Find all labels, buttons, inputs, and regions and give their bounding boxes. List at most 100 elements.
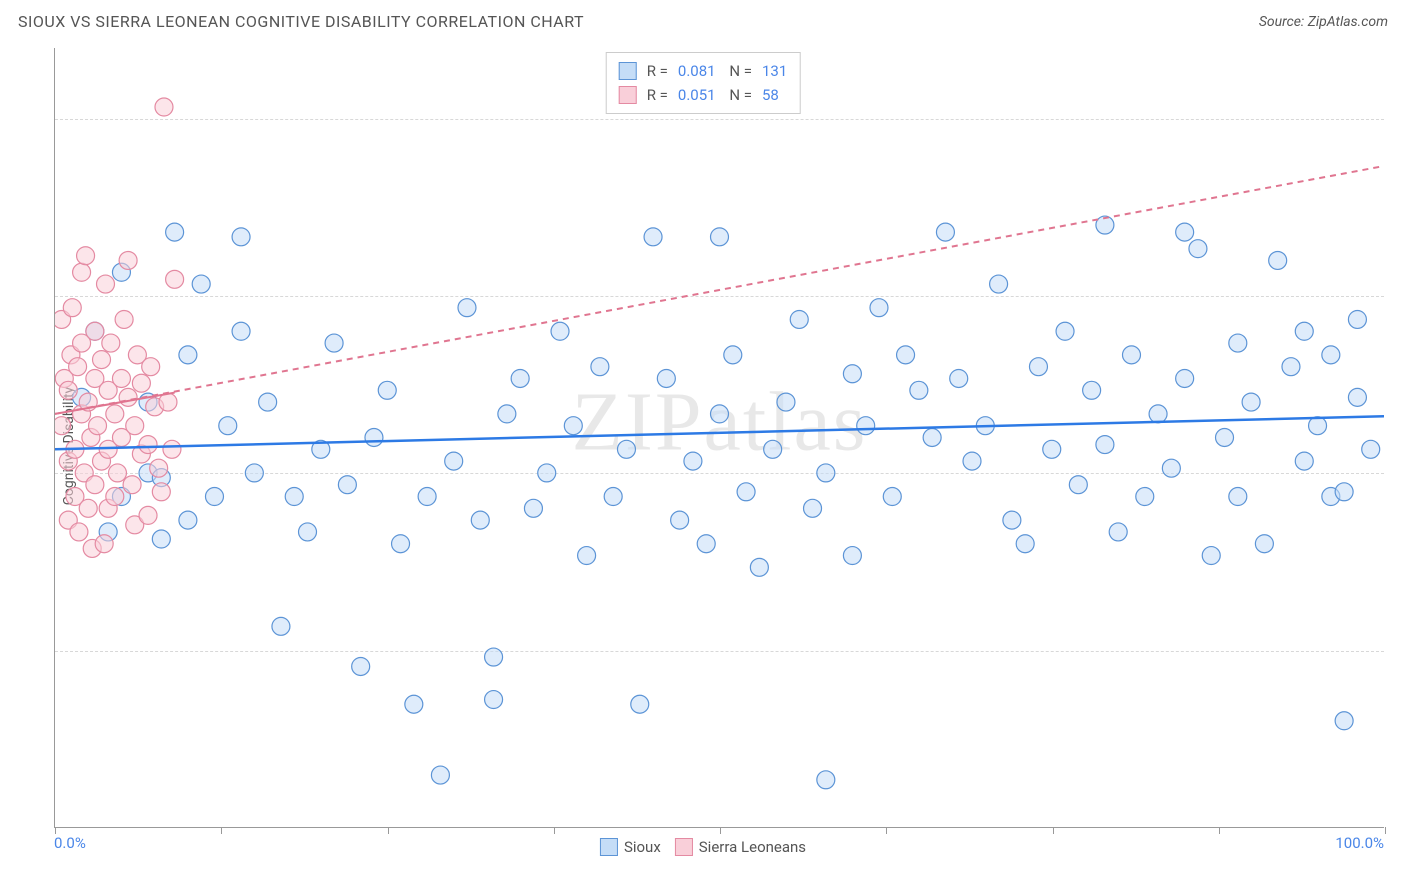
data-point bbox=[1229, 488, 1247, 506]
data-point bbox=[936, 223, 954, 241]
data-point bbox=[697, 535, 715, 553]
data-point bbox=[55, 417, 71, 435]
data-point bbox=[59, 381, 77, 399]
data-point bbox=[1216, 429, 1234, 447]
data-point bbox=[564, 417, 582, 435]
data-point bbox=[152, 530, 170, 548]
data-point bbox=[70, 523, 88, 541]
value-r-sioux: 0.081 bbox=[678, 59, 716, 83]
data-point bbox=[777, 393, 795, 411]
legend-item: Sioux bbox=[600, 838, 661, 856]
data-point bbox=[1043, 440, 1061, 458]
x-tick bbox=[886, 827, 887, 834]
data-point bbox=[139, 506, 157, 524]
data-point bbox=[485, 691, 503, 709]
stats-row-sioux: R = 0.081 N = 131 bbox=[619, 59, 788, 83]
data-point bbox=[1029, 358, 1047, 376]
legend-label: Sioux bbox=[624, 838, 661, 856]
x-tick bbox=[1385, 827, 1386, 834]
plot-area: ZIPatlas 7.5%15.0%22.5%30.0% bbox=[54, 48, 1384, 828]
x-axis-min-label: 0.0% bbox=[54, 834, 86, 852]
x-tick bbox=[55, 827, 56, 834]
data-point bbox=[431, 766, 449, 784]
x-tick bbox=[388, 827, 389, 834]
data-point bbox=[538, 464, 556, 482]
swatch-blue-icon bbox=[619, 62, 637, 80]
data-point bbox=[1348, 388, 1366, 406]
data-point bbox=[106, 405, 124, 423]
x-axis-max-label: 100.0% bbox=[1335, 834, 1384, 852]
x-tick bbox=[1219, 827, 1220, 834]
data-point bbox=[1162, 459, 1180, 477]
data-point bbox=[843, 547, 861, 565]
data-point bbox=[511, 369, 529, 387]
data-point bbox=[1295, 322, 1313, 340]
data-point bbox=[123, 476, 141, 494]
data-point bbox=[365, 429, 383, 447]
data-point bbox=[119, 388, 137, 406]
data-point bbox=[150, 459, 168, 477]
data-point bbox=[139, 436, 157, 454]
value-n-sierra: 58 bbox=[762, 83, 779, 107]
data-point bbox=[724, 346, 742, 364]
data-point bbox=[711, 228, 729, 246]
data-point bbox=[272, 617, 290, 635]
data-point bbox=[119, 251, 137, 269]
data-point bbox=[804, 499, 822, 517]
data-point bbox=[1229, 334, 1247, 352]
data-point bbox=[458, 299, 476, 317]
data-point bbox=[259, 393, 277, 411]
swatch-icon bbox=[675, 838, 693, 856]
data-point bbox=[1176, 369, 1194, 387]
data-point bbox=[1255, 535, 1273, 553]
data-point bbox=[115, 310, 133, 328]
data-point bbox=[445, 452, 463, 470]
data-point bbox=[1056, 322, 1074, 340]
data-point bbox=[1295, 452, 1313, 470]
data-point bbox=[205, 488, 223, 506]
data-point bbox=[1362, 440, 1380, 458]
data-point bbox=[166, 270, 184, 288]
data-point bbox=[192, 275, 210, 293]
data-point bbox=[963, 452, 981, 470]
data-point bbox=[950, 369, 968, 387]
data-point bbox=[737, 483, 755, 501]
data-point bbox=[378, 381, 396, 399]
data-point bbox=[63, 299, 81, 317]
data-point bbox=[232, 228, 250, 246]
data-point bbox=[142, 358, 160, 376]
data-point bbox=[152, 483, 170, 501]
data-point bbox=[352, 657, 370, 675]
data-point bbox=[870, 299, 888, 317]
data-point bbox=[1282, 358, 1300, 376]
data-point bbox=[1189, 240, 1207, 258]
data-point bbox=[910, 381, 928, 399]
data-point bbox=[657, 369, 675, 387]
data-point bbox=[418, 488, 436, 506]
y-tick-label: 7.5% bbox=[1392, 642, 1406, 660]
data-point bbox=[86, 476, 104, 494]
data-point bbox=[498, 405, 516, 423]
data-point bbox=[219, 417, 237, 435]
data-point bbox=[392, 535, 410, 553]
data-point bbox=[285, 488, 303, 506]
data-point bbox=[1322, 346, 1340, 364]
data-point bbox=[299, 523, 317, 541]
swatch-icon bbox=[600, 838, 618, 856]
data-point bbox=[897, 346, 915, 364]
data-point bbox=[485, 648, 503, 666]
data-point bbox=[1348, 310, 1366, 328]
data-point bbox=[102, 334, 120, 352]
legend-item: Sierra Leoneans bbox=[675, 838, 806, 856]
data-point bbox=[1003, 511, 1021, 529]
label-n: N = bbox=[726, 59, 752, 83]
data-point bbox=[551, 322, 569, 340]
data-point bbox=[711, 405, 729, 423]
data-point bbox=[69, 358, 87, 376]
series-legend: Sioux Sierra Leoneans bbox=[600, 838, 806, 856]
label-r: R = bbox=[647, 59, 668, 83]
data-point bbox=[73, 263, 91, 281]
data-point bbox=[671, 511, 689, 529]
stats-row-sierra: R = 0.051 N = 58 bbox=[619, 83, 788, 107]
data-point bbox=[817, 464, 835, 482]
